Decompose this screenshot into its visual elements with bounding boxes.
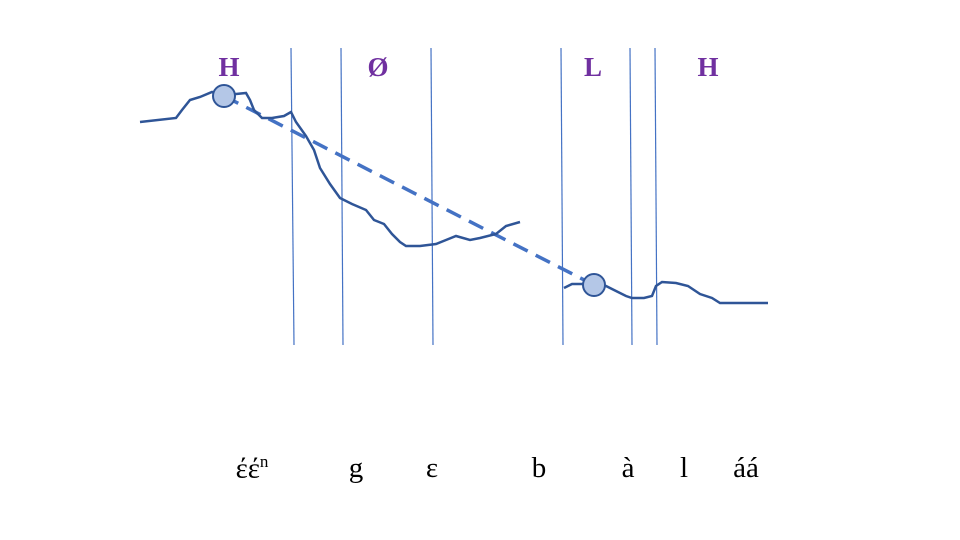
segment-g: g	[349, 452, 364, 485]
segment-epsilon: ɛ	[426, 452, 438, 485]
tonal-targets	[212, 84, 606, 297]
segment-text: g	[348, 452, 364, 484]
high-target-circle	[212, 84, 236, 108]
tone-label-h: H	[697, 52, 719, 82]
boundary-line	[654, 47, 658, 346]
tone-label-h: H	[218, 52, 240, 82]
segment-boundaries	[290, 47, 658, 346]
low-target-circle	[582, 273, 606, 297]
boundary-line	[560, 47, 564, 346]
segment-text: áá	[733, 452, 759, 484]
segment-text: à	[621, 452, 635, 484]
tone-label-l: L	[583, 52, 603, 82]
pitch-track-segment-1	[139, 90, 521, 248]
segment-text: ɛ	[425, 452, 439, 484]
segment-l: l	[680, 452, 688, 485]
segment-text: b	[531, 452, 547, 484]
tone-label-null: Ø	[367, 52, 389, 82]
segment-text: l	[679, 452, 689, 484]
segment-a-grave: à	[622, 452, 635, 485]
interpolation-dashed-line	[223, 94, 595, 287]
boundary-line	[340, 47, 344, 346]
segment-een: έέn	[236, 452, 269, 486]
pitch-contour	[139, 90, 768, 305]
segment-superscript: n	[259, 452, 269, 471]
segment-b: b	[532, 452, 547, 485]
boundary-line	[430, 47, 434, 346]
boundary-line	[629, 47, 633, 346]
segment-aa-acute: áá	[733, 452, 759, 485]
boundary-line	[290, 47, 295, 346]
segment-text: έέ	[235, 452, 260, 485]
